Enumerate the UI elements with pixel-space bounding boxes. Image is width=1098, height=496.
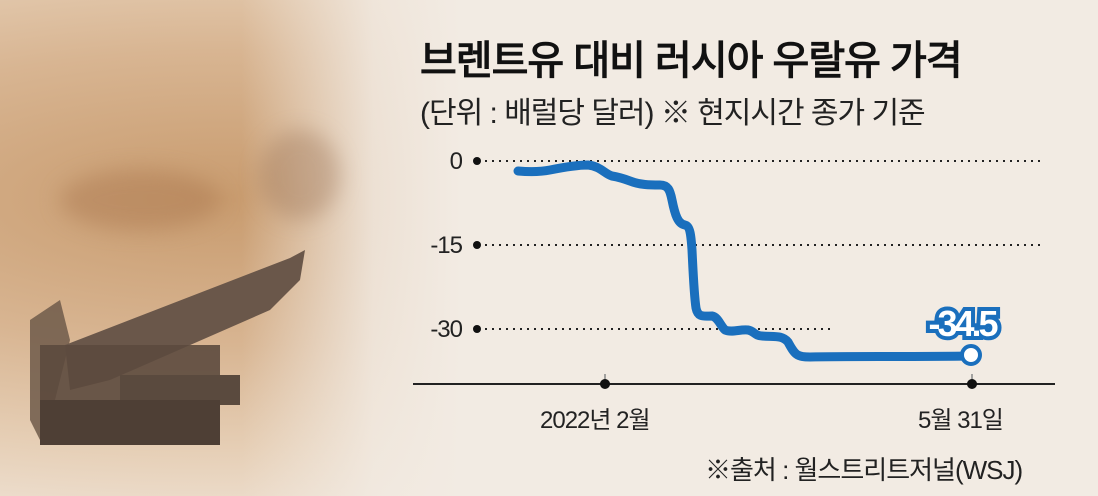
tree-silhouette [260, 130, 340, 220]
launcher-vehicle-silhouette [30, 250, 305, 445]
x-tick-label-may31: 5월 31일 [918, 407, 1004, 434]
last-point-marker [960, 344, 982, 366]
x-tick-dot-may31 [967, 379, 977, 389]
y-tick-label-minus-30: -30 [430, 316, 463, 343]
chart-title: 브렌트유 대비 러시아 우랄유 가격 [420, 39, 963, 83]
x-tick-dot-feb [600, 379, 610, 389]
x-tick-label-feb: 2022년 2월 [540, 407, 651, 434]
smoke-cloud [60, 170, 220, 230]
y-tick-label-0: 0 [449, 148, 463, 175]
y-tick-dots [473, 157, 481, 333]
y-tick-label-minus-15: -15 [430, 232, 463, 259]
data-line [513, 160, 977, 362]
source-note: ※출처 : 월스트리트저널(WSJ) [705, 455, 1023, 485]
chart-subtitle: (단위 : 배럴당 달러) ※ 현지시간 종가 기준 [420, 97, 926, 130]
last-value-label: -34.5 [928, 303, 998, 344]
gridlines [478, 160, 1042, 330]
